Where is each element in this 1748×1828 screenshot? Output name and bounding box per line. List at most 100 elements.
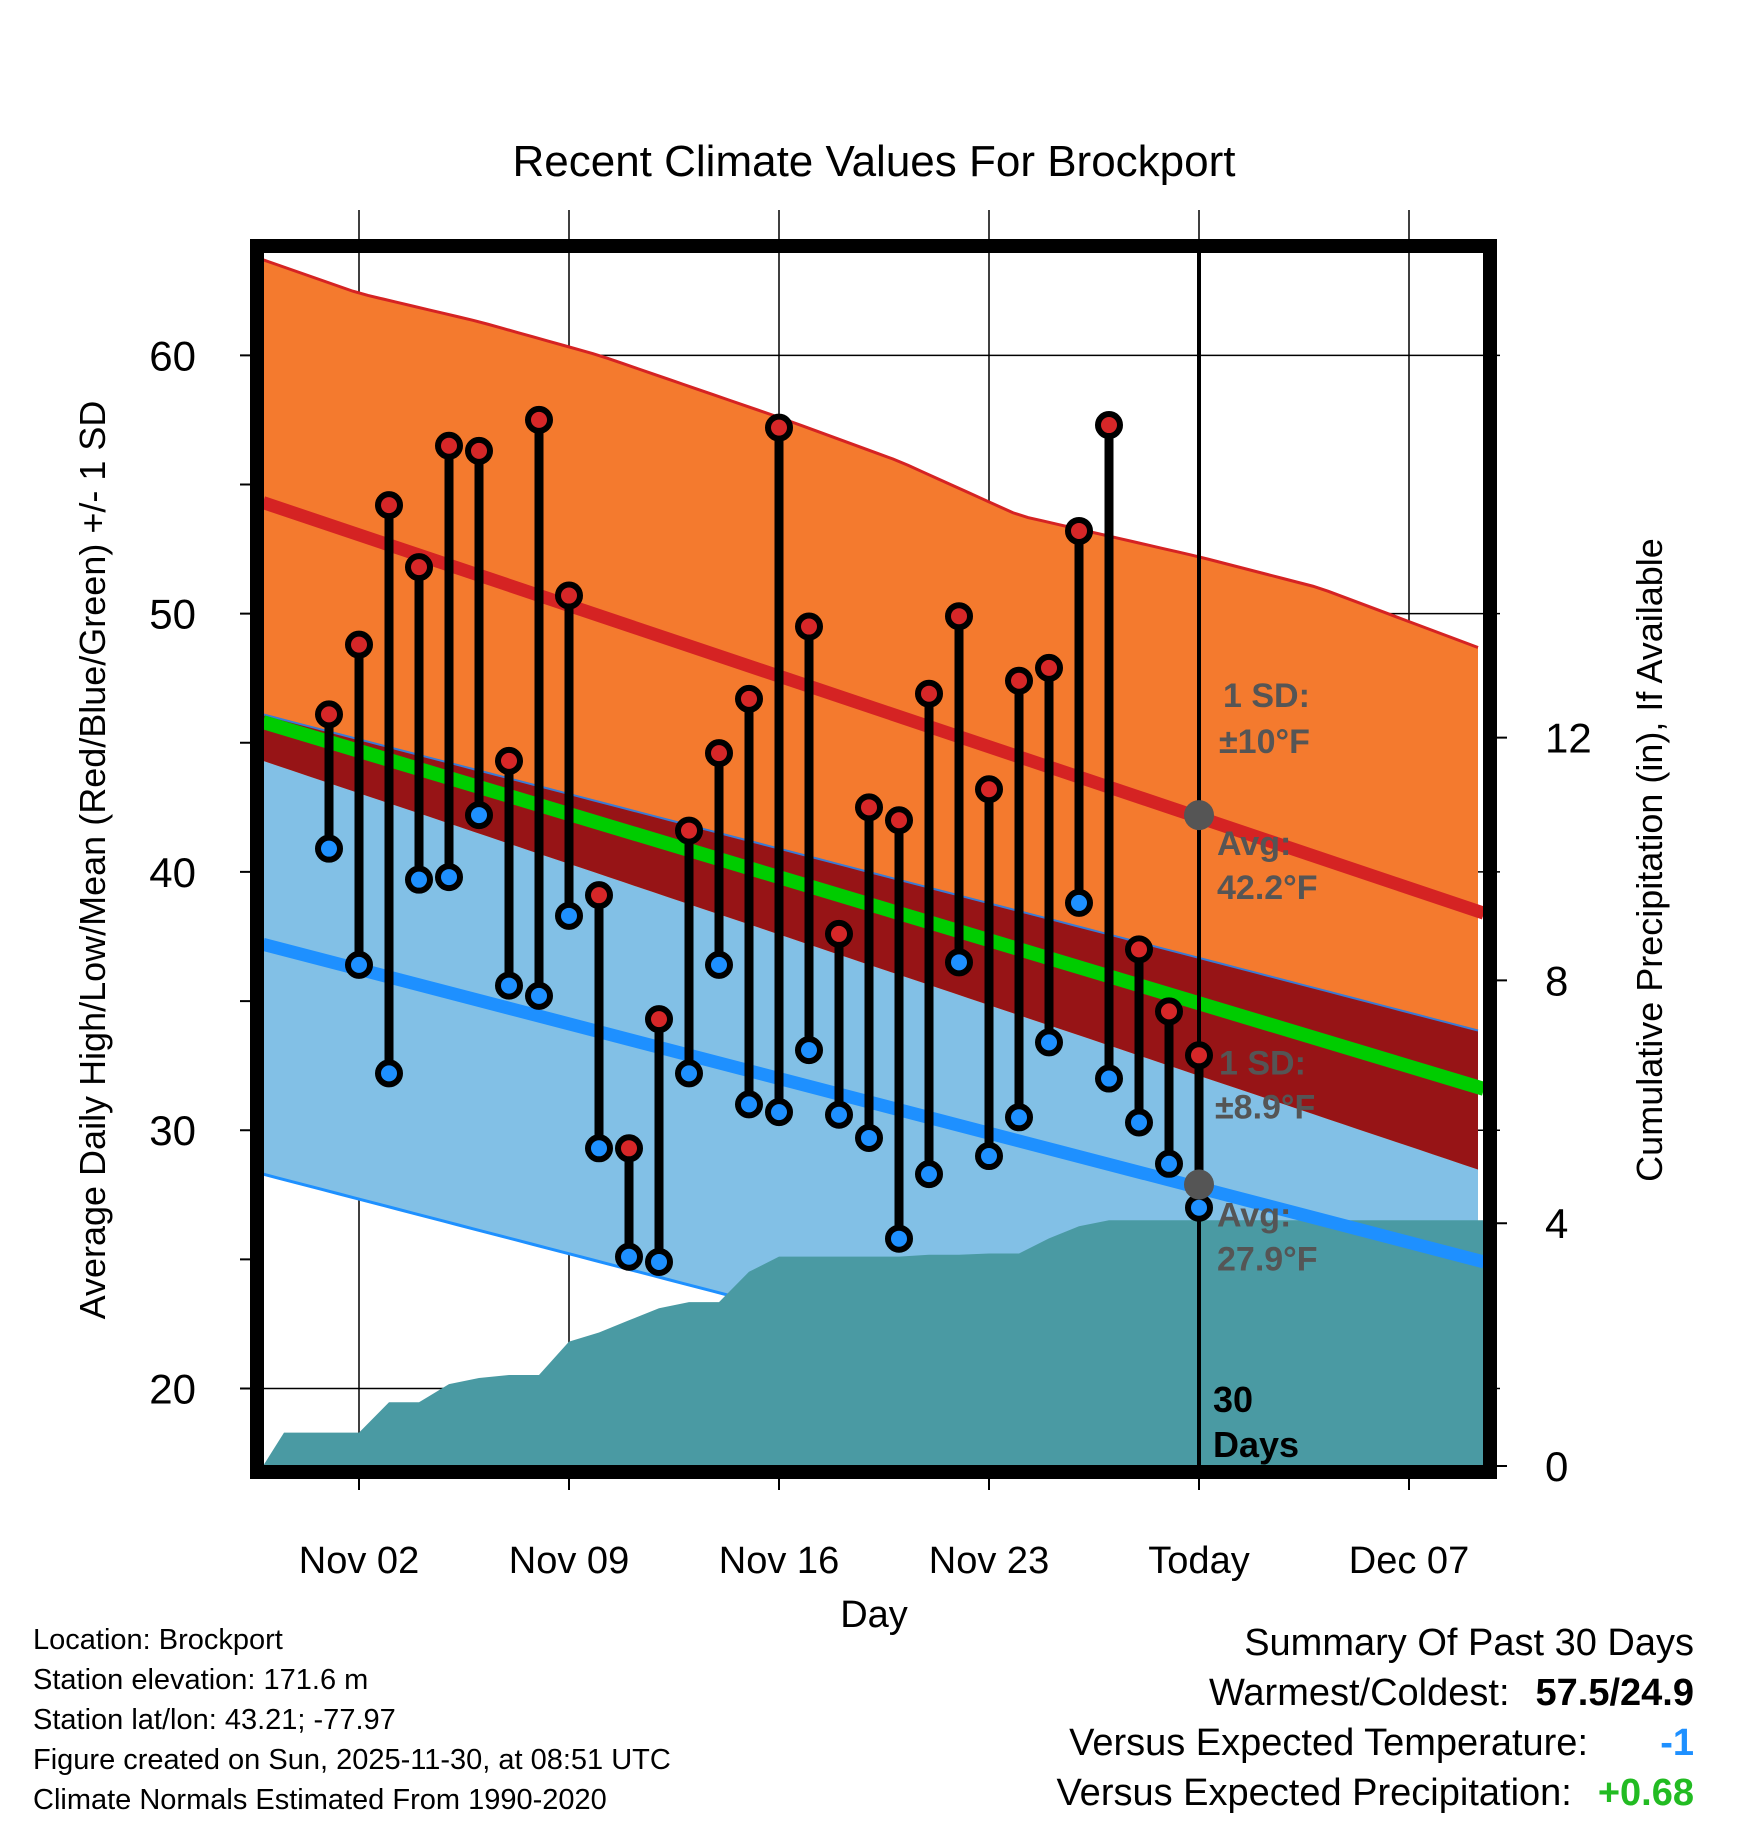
daily-low-point: [945, 948, 973, 977]
daily-high-point: [825, 919, 853, 948]
created-text: Figure created on Sun, 2025-11-30, at 08…: [33, 1744, 671, 1776]
high-avg-value: 42.2°F: [1217, 869, 1318, 907]
high-sd-value: ±10°F: [1219, 723, 1310, 761]
left-tick-label: 40: [149, 849, 196, 896]
left-tick-label: 20: [149, 1366, 196, 1413]
daily-low-point: [315, 834, 343, 863]
location-text: Location: Brockport: [33, 1624, 283, 1656]
daily-high-point: [1005, 666, 1033, 695]
daily-high-point: [1155, 997, 1183, 1026]
daily-low-point: [585, 1134, 613, 1163]
x-tick-label: Today: [1148, 1540, 1249, 1582]
axes: 20 30 40 50 60 0 4 8 12 Nov 02 Nov 09 Nov 16 Nov 23 T…: [149, 332, 1591, 1582]
right-tick-label: 12: [1545, 715, 1592, 762]
chart-title: Recent Climate Values For Brockport: [512, 137, 1235, 186]
daily-low-point: [1095, 1064, 1123, 1093]
high-sd-band: [263, 259, 1478, 1170]
summary-title: Summary Of Past 30 Days: [1244, 1622, 1694, 1664]
temp-label: Versus Expected Temperature:: [1069, 1722, 1588, 1764]
daily-low-point: [435, 863, 463, 892]
daily-low-point: [1185, 1193, 1213, 1222]
daily-low-point: [1125, 1108, 1153, 1137]
annotations: 1 SD: ±10°F Avg: 42.2°F 1 SD: ±8.9°F Avg: 27.9°…: [1184, 677, 1318, 1465]
daily-high-point: [705, 739, 733, 768]
daily-low-point: [495, 971, 523, 1000]
daily-high-point: [915, 679, 943, 708]
x-tick-label: Nov 16: [719, 1540, 839, 1582]
today-low-avg-marker: [1184, 1169, 1214, 1200]
daily-low-point: [1155, 1149, 1183, 1178]
daily-low-point: [915, 1160, 943, 1189]
right-tick-label: 4: [1545, 1200, 1568, 1247]
x-tick-label: Nov 23: [929, 1540, 1049, 1582]
left-tick-label: 30: [149, 1107, 196, 1154]
daily-low-point: [825, 1100, 853, 1129]
days-count-label: 30: [1213, 1379, 1253, 1420]
temp-row: Versus Expected Temperature: -1: [1056, 1718, 1694, 1768]
plot-frame: [250, 239, 1497, 1479]
normals-text: Climate Normals Estimated From 1990-2020: [33, 1784, 607, 1816]
daily-high-point: [975, 775, 1003, 804]
daily-high-point: [315, 700, 343, 729]
daily-low-point: [765, 1098, 793, 1127]
high-sd-label: 1 SD:: [1223, 677, 1310, 715]
daily-high-point: [615, 1134, 643, 1163]
daily-high-point: [1035, 653, 1063, 682]
precip-value: +0.68: [1597, 1772, 1694, 1814]
daily-low-point: [885, 1224, 913, 1253]
daily-low-point: [525, 981, 553, 1010]
x-tick-label: Nov 02: [299, 1540, 419, 1582]
daily-low-point: [975, 1142, 1003, 1171]
today-high-avg-marker: [1184, 800, 1214, 831]
station-info: Location: Brockport Station elevation: 1…: [33, 1620, 671, 1820]
daily-high-point: [435, 431, 463, 460]
left-tick-label: 60: [149, 332, 196, 379]
high-upper-sd-line: [263, 258, 1479, 649]
low-sd-value: ±8.9°F: [1215, 1088, 1315, 1126]
daily-high-point: [945, 602, 973, 631]
daily-high-point: [375, 491, 403, 520]
daily-high-point: [855, 793, 883, 822]
daily-high-point: [585, 881, 613, 910]
right-tick-label: 0: [1545, 1443, 1568, 1490]
daily-high-point: [1125, 935, 1153, 964]
daily-high-point: [765, 413, 793, 442]
daily-low-point: [1005, 1103, 1033, 1132]
x-tick-label: Dec 07: [1349, 1540, 1469, 1582]
daily-high-point: [1095, 411, 1123, 440]
precip-area: [263, 1220, 1484, 1466]
low-avg-label: Avg:: [1217, 1196, 1291, 1234]
latlon-text: Station lat/lon: 43.21; -77.97: [33, 1704, 396, 1736]
daily-low-point: [405, 865, 433, 894]
right-tick-label: 8: [1545, 957, 1568, 1004]
daily-high-point: [795, 612, 823, 641]
daily-high-point: [345, 630, 373, 659]
daily-high-point: [645, 1005, 673, 1034]
daily-high-point: [675, 816, 703, 845]
days-word-label: Days: [1213, 1424, 1299, 1465]
left-tick-label: 50: [149, 591, 196, 638]
temp-value: -1: [1660, 1722, 1694, 1764]
left-axis-label: Average Daily High/Low/Mean (Red/Blue/Gr…: [72, 401, 113, 1320]
summary-panel: Summary Of Past 30 Days Warmest/Coldest:…: [1056, 1618, 1694, 1818]
precip-label: Versus Expected Precipitation:: [1056, 1772, 1572, 1814]
daily-low-point: [675, 1059, 703, 1088]
high-avg-label: Avg:: [1217, 825, 1291, 863]
daily-high-point: [1185, 1041, 1213, 1070]
daily-low-point: [735, 1090, 763, 1119]
daily-high-point: [735, 684, 763, 713]
daily-low-point: [1035, 1028, 1063, 1057]
daily-low-point: [555, 901, 583, 930]
daily-high-point: [495, 746, 523, 775]
elevation-text: Station elevation: 171.6 m: [33, 1664, 369, 1696]
daily-high-point: [555, 581, 583, 610]
daily-low-point: [465, 801, 493, 830]
daily-low-point: [795, 1036, 823, 1065]
precip-row: Versus Expected Precipitation: +0.68: [1056, 1768, 1694, 1818]
daily-low-point: [615, 1242, 643, 1271]
x-tick-label: Nov 09: [509, 1540, 629, 1582]
warmest-value: 57.5/24.9: [1535, 1672, 1694, 1714]
low-sd-label: 1 SD:: [1219, 1044, 1306, 1082]
normal-high-line: [263, 496, 1484, 920]
low-avg-value: 27.9°F: [1217, 1240, 1318, 1278]
